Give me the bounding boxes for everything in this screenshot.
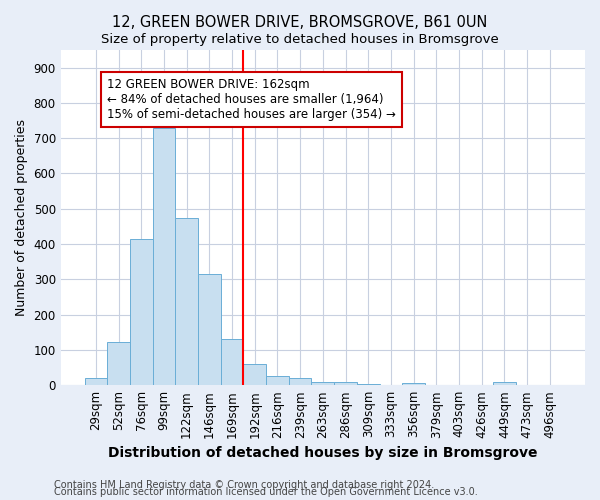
Text: Size of property relative to detached houses in Bromsgrove: Size of property relative to detached ho… (101, 32, 499, 46)
Bar (85, 378, 107, 385)
Bar (198, 274, 221, 385)
Text: Contains public sector information licensed under the Open Government Licence v3: Contains public sector information licen… (54, 487, 478, 497)
Text: Contains HM Land Registry data © Crown copyright and database right 2024.: Contains HM Land Registry data © Crown c… (54, 480, 434, 490)
Text: 12 GREEN BOWER DRIVE: 162sqm
← 84% of detached houses are smaller (1,964)
15% of: 12 GREEN BOWER DRIVE: 162sqm ← 84% of de… (107, 78, 396, 121)
Text: 12, GREEN BOWER DRIVE, BROMSGROVE, B61 0UN: 12, GREEN BOWER DRIVE, BROMSGROVE, B61 0… (112, 15, 488, 30)
Bar (334, 382, 357, 385)
Bar (402, 384, 425, 385)
Bar (152, 128, 175, 385)
Bar (493, 382, 516, 385)
Bar (289, 378, 311, 385)
Y-axis label: Number of detached properties: Number of detached properties (15, 119, 28, 316)
Bar (244, 364, 266, 385)
Bar (311, 382, 334, 385)
Bar (357, 384, 380, 385)
X-axis label: Distribution of detached houses by size in Bromsgrove: Distribution of detached houses by size … (108, 446, 538, 460)
Bar (266, 376, 289, 385)
Bar (175, 218, 198, 385)
Bar (221, 340, 244, 385)
Bar (130, 239, 152, 385)
Bar (107, 342, 130, 385)
